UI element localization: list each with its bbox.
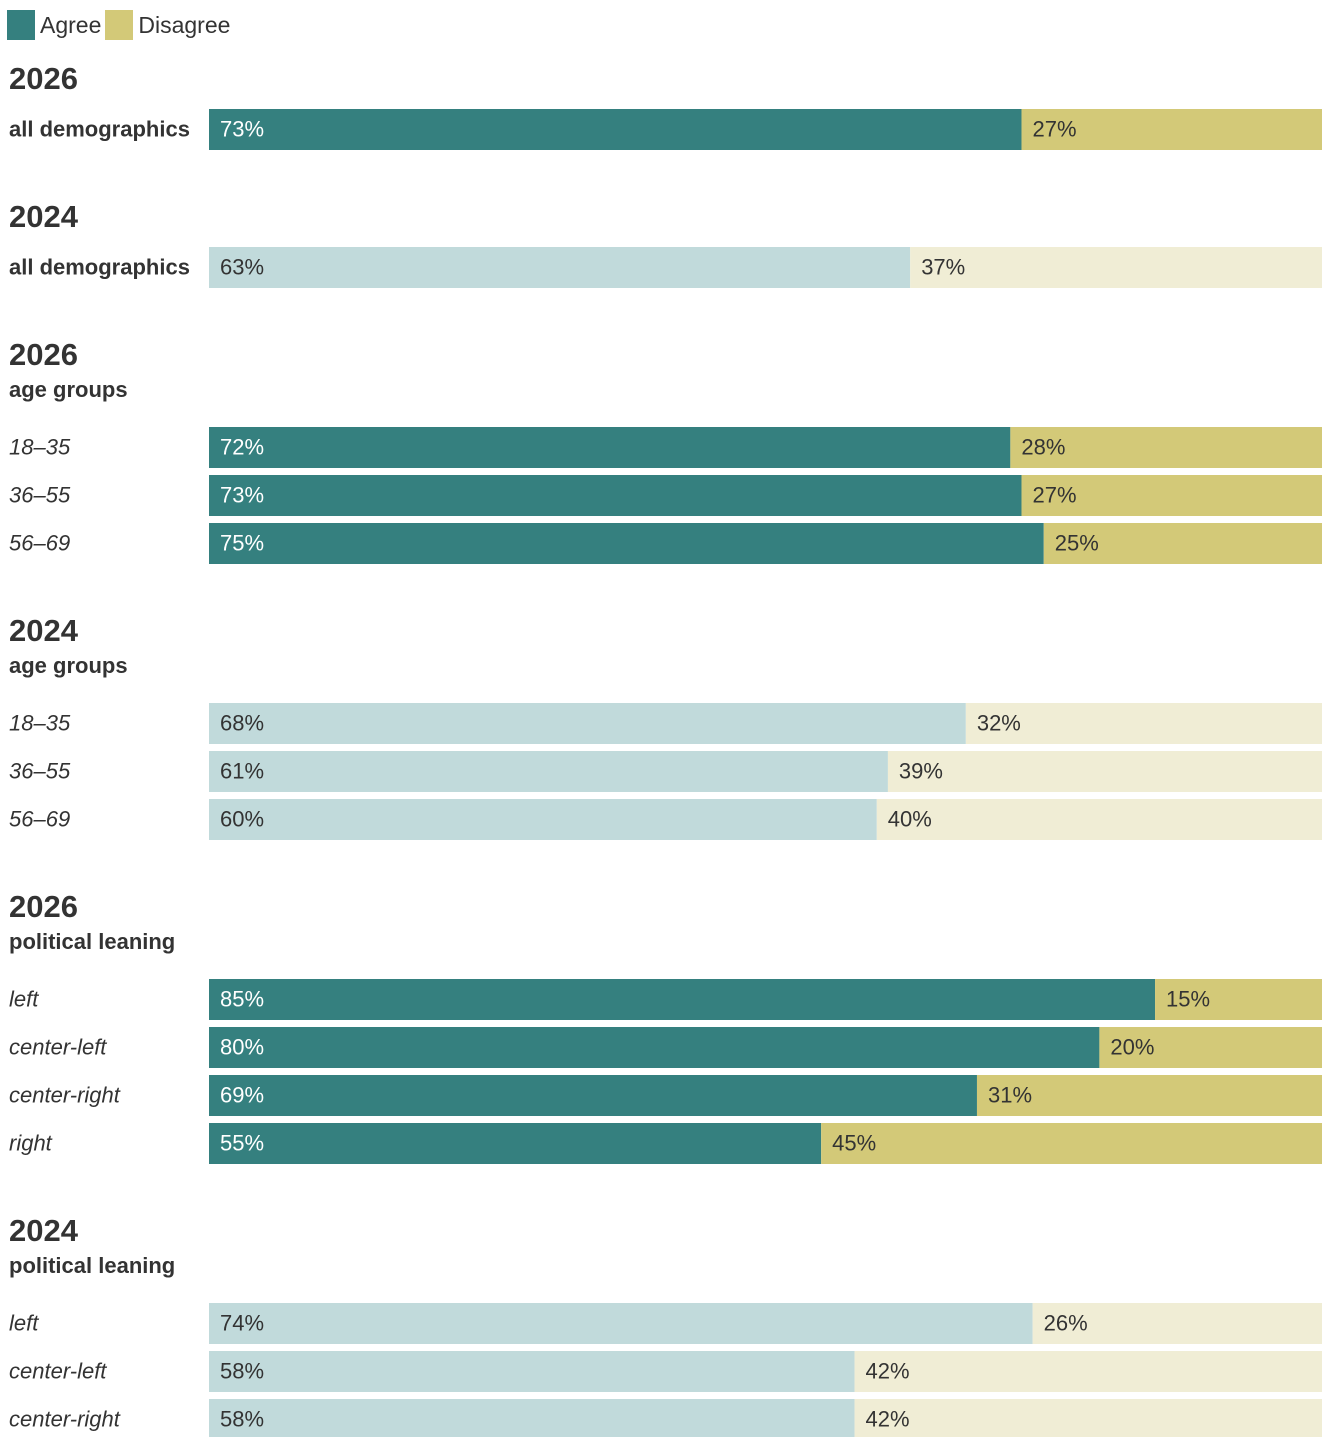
bar-disagree <box>821 1123 1322 1164</box>
bar-agree <box>209 247 911 288</box>
row-label: center-right <box>9 1082 121 1107</box>
bar-label-agree: 72% <box>220 434 264 459</box>
row-label: center-left <box>9 1034 107 1059</box>
bar-label-disagree: 27% <box>1032 482 1076 507</box>
bar-disagree <box>910 247 1322 288</box>
bar-agree <box>209 109 1022 150</box>
legend-swatch-agree <box>7 10 35 40</box>
bar-agree <box>209 1123 822 1164</box>
row-label: 18–35 <box>9 434 71 459</box>
bar-label-agree: 58% <box>220 1358 264 1383</box>
bar-disagree <box>854 1399 1322 1437</box>
bar-agree <box>209 475 1022 516</box>
bar-disagree <box>1155 979 1322 1020</box>
legend-label-agree: Agree <box>40 11 102 38</box>
bar-agree <box>209 1303 1033 1344</box>
bar-disagree <box>1010 427 1322 468</box>
bar-agree <box>209 1399 855 1437</box>
bar-label-disagree: 28% <box>1021 434 1065 459</box>
bar-disagree <box>854 1351 1322 1392</box>
bar-label-disagree: 39% <box>899 758 943 783</box>
bar-label-agree: 60% <box>220 806 264 831</box>
bar-disagree <box>1032 1303 1322 1344</box>
row-label: 56–69 <box>9 530 70 555</box>
group-subtitle: political leaning <box>9 1253 175 1278</box>
bar-agree <box>209 751 888 792</box>
bar-label-agree: 80% <box>220 1034 264 1059</box>
bar-agree <box>209 1027 1100 1068</box>
bar-agree <box>209 703 966 744</box>
bar-label-agree: 85% <box>220 986 264 1011</box>
bar-disagree <box>1099 1027 1322 1068</box>
bar-agree <box>209 523 1044 564</box>
bar-label-disagree: 31% <box>988 1082 1032 1107</box>
bar-label-disagree: 32% <box>977 710 1021 735</box>
bar-label-agree: 69% <box>220 1082 264 1107</box>
bar-label-agree: 55% <box>220 1130 264 1155</box>
row-label: 56–69 <box>9 806 70 831</box>
legend-label-disagree: Disagree <box>138 11 231 38</box>
bar-label-disagree: 27% <box>1032 116 1076 141</box>
row-label: center-right <box>9 1406 121 1431</box>
bar-disagree <box>1021 475 1322 516</box>
row-label: 36–55 <box>9 482 71 507</box>
group-title: 2024 <box>9 199 79 234</box>
bar-label-disagree: 26% <box>1044 1310 1088 1335</box>
group-title: 2024 <box>9 1213 79 1248</box>
bar-label-agree: 75% <box>220 530 264 555</box>
bar-agree <box>209 979 1156 1020</box>
row-label: center-left <box>9 1358 107 1383</box>
bar-disagree <box>965 703 1322 744</box>
bar-label-agree: 68% <box>220 710 264 735</box>
row-label: all demographics <box>9 254 190 279</box>
bar-disagree <box>887 751 1322 792</box>
legend-item-agree: Agree <box>7 10 101 40</box>
chart-legend: Agree Disagree <box>7 10 234 40</box>
bar-label-disagree: 40% <box>888 806 932 831</box>
bar-label-agree: 63% <box>220 254 264 279</box>
bar-disagree <box>1043 523 1322 564</box>
bar-label-agree: 73% <box>220 116 264 141</box>
bar-label-disagree: 42% <box>866 1406 910 1431</box>
group-title: 2024 <box>9 613 79 648</box>
row-label: left <box>9 1310 39 1335</box>
group-subtitle: political leaning <box>9 929 175 954</box>
bar-label-disagree: 37% <box>921 254 965 279</box>
bar-disagree <box>976 1075 1322 1116</box>
bar-agree <box>209 1075 977 1116</box>
row-label: 18–35 <box>9 710 71 735</box>
group-subtitle: age groups <box>9 653 128 678</box>
legend-item-disagree: Disagree <box>105 10 230 40</box>
bar-agree <box>209 1351 855 1392</box>
bar-agree <box>209 427 1011 468</box>
bar-label-agree: 73% <box>220 482 264 507</box>
bar-disagree <box>876 799 1322 840</box>
row-label: 36–55 <box>9 758 71 783</box>
bar-label-disagree: 45% <box>832 1130 876 1155</box>
bar-label-disagree: 42% <box>866 1358 910 1383</box>
bar-label-disagree: 20% <box>1110 1034 1154 1059</box>
bar-agree <box>209 799 877 840</box>
bar-label-disagree: 25% <box>1055 530 1099 555</box>
bar-label-disagree: 15% <box>1166 986 1210 1011</box>
group-subtitle: age groups <box>9 377 128 402</box>
row-label: all demographics <box>9 116 190 141</box>
bar-disagree <box>1021 109 1322 150</box>
bar-label-agree: 74% <box>220 1310 264 1335</box>
row-label: left <box>9 986 39 1011</box>
bar-label-agree: 58% <box>220 1406 264 1431</box>
group-title: 2026 <box>9 889 78 924</box>
bar-label-agree: 61% <box>220 758 264 783</box>
row-label: right <box>9 1130 53 1155</box>
group-title: 2026 <box>9 61 78 96</box>
group-title: 2026 <box>9 337 78 372</box>
legend-swatch-disagree <box>105 10 134 40</box>
